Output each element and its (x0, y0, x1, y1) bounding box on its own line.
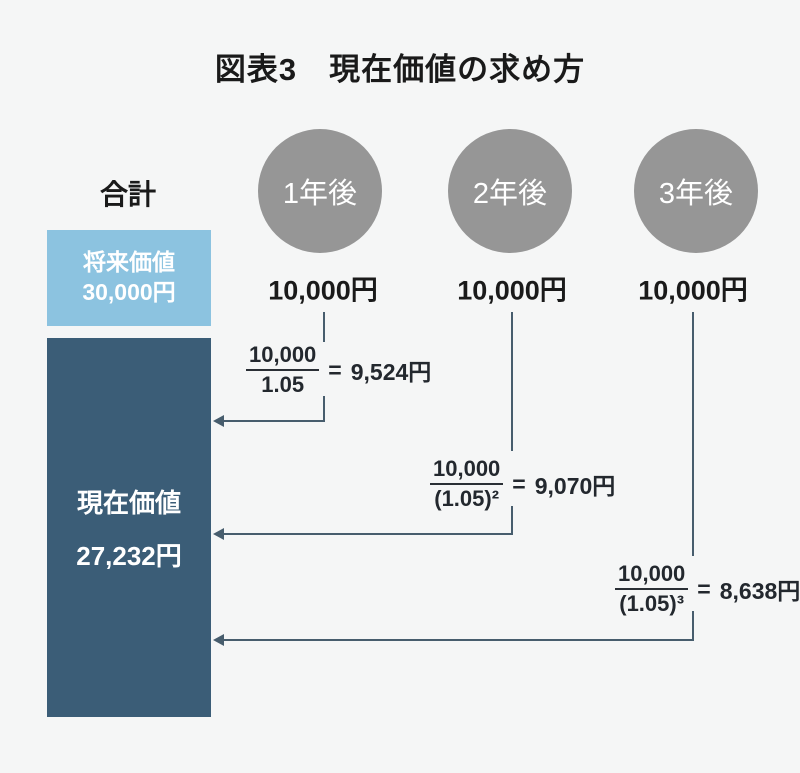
fraction-numerator: 10,000 (615, 561, 689, 591)
connector-year1-bottom (323, 396, 325, 422)
present-value-label: 現在価値 (76, 487, 181, 518)
fraction-denominator: (1.05)³ (619, 591, 685, 617)
future-value-amount: 30,000円 (82, 279, 176, 305)
connector-year2-bottom (511, 506, 513, 535)
fraction-numerator: 10,000 (246, 342, 320, 372)
connector-year2-horizontal (222, 533, 513, 535)
fraction-year3: 10,000 (1.05)³ (615, 561, 689, 617)
connector-year3-bottom (692, 611, 694, 641)
future-value-label: 将来価値 (83, 249, 175, 276)
present-value-total-box: 現在価値 27,232円 (47, 338, 211, 717)
discounted-value-year3: 8,638円 (719, 578, 800, 605)
future-amount-year2: 10,000円 (457, 275, 567, 306)
period-circle-year3-label: 3年後 (658, 178, 734, 210)
connector-year3-top (692, 312, 694, 556)
period-circle-year1: 1年後 (258, 129, 382, 253)
future-amount-year1: 10,000円 (268, 275, 378, 306)
present-value-amount: 27,232円 (76, 540, 182, 571)
equals-sign: = (328, 356, 342, 383)
discounted-value-year2: 9,070円 (534, 473, 616, 500)
arrow-left-icon (213, 415, 224, 427)
arrow-left-icon (213, 528, 224, 540)
connector-year3-horizontal (222, 639, 694, 641)
period-circle-year2-label: 2年後 (472, 178, 548, 210)
fraction-numerator: 10,000 (430, 456, 504, 486)
discount-formula-year2: 10,000 (1.05)² = 9,070円 (430, 456, 616, 512)
discounted-value-year1: 9,524円 (350, 359, 432, 386)
period-circle-year3: 3年後 (634, 129, 758, 253)
equals-sign: = (697, 575, 711, 602)
future-amount-year3: 10,000円 (638, 275, 748, 306)
total-column-label: 合計 (99, 179, 157, 210)
arrow-left-icon (213, 634, 224, 646)
period-circle-year1-label: 1年後 (282, 178, 358, 210)
fraction-year1: 10,000 1.05 (246, 342, 320, 398)
connector-year1-horizontal (222, 420, 325, 422)
fraction-denominator: (1.05)² (434, 486, 500, 512)
connector-year2-top (511, 312, 513, 451)
connector-year1-top (323, 312, 325, 342)
fraction-denominator: 1.05 (261, 372, 305, 398)
fraction-year2: 10,000 (1.05)² (430, 456, 504, 512)
figure-title: 図表3 現在価値の求め方 (214, 52, 586, 87)
discount-formula-year1: 10,000 1.05 = 9,524円 (246, 342, 432, 398)
period-circle-year2: 2年後 (448, 129, 572, 253)
discount-formula-year3: 10,000 (1.05)³ = 8,638円 (615, 561, 800, 617)
future-value-total-box: 将来価値 30,000円 (47, 230, 211, 326)
equals-sign: = (512, 470, 526, 497)
